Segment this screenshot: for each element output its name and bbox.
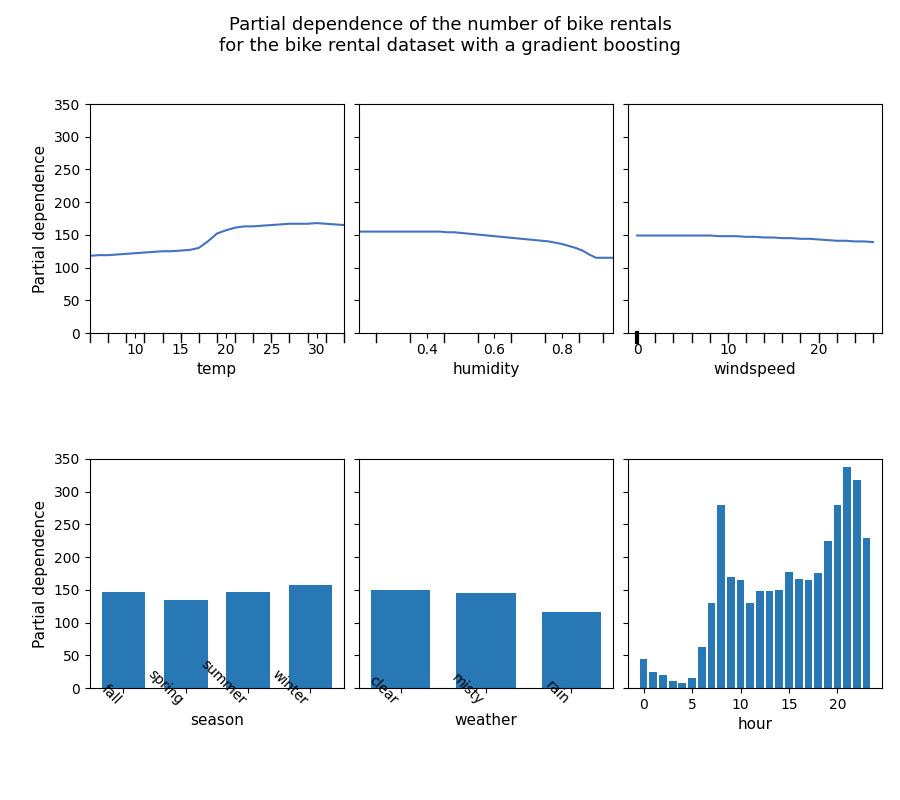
Bar [814, 574, 822, 688]
Bar [737, 580, 744, 688]
Bar [698, 646, 706, 688]
X-axis label: humidity: humidity [453, 362, 519, 378]
Bar [833, 505, 842, 688]
Bar [659, 675, 667, 688]
Text: Partial dependence of the number of bike rentals
for the bike rental dataset wit: Partial dependence of the number of bike… [219, 16, 681, 54]
Bar [640, 658, 647, 688]
Y-axis label: Partial dependence: Partial dependence [33, 499, 49, 647]
Bar [102, 593, 145, 688]
Y-axis label: Partial dependence: Partial dependence [33, 145, 49, 293]
Bar [669, 682, 677, 688]
Bar [650, 672, 657, 688]
Bar [542, 612, 601, 688]
Bar [863, 538, 870, 688]
Bar [746, 603, 754, 688]
Bar [371, 590, 430, 688]
Bar [717, 505, 725, 688]
Bar [795, 579, 803, 688]
X-axis label: windspeed: windspeed [714, 362, 796, 378]
X-axis label: hour: hour [738, 718, 772, 732]
Bar [756, 591, 764, 688]
Bar [289, 586, 332, 688]
Bar [679, 683, 686, 688]
Bar [853, 480, 860, 688]
Bar [766, 591, 773, 688]
Bar [226, 593, 270, 688]
Bar [824, 541, 832, 688]
X-axis label: weather: weather [454, 713, 518, 728]
Bar [164, 600, 208, 688]
Bar [727, 577, 734, 688]
Bar [688, 678, 696, 688]
X-axis label: season: season [190, 713, 244, 728]
Bar [805, 580, 813, 688]
Bar [843, 467, 851, 688]
X-axis label: temp: temp [197, 362, 237, 378]
Bar [776, 590, 783, 688]
Bar [707, 603, 716, 688]
Bar [456, 593, 516, 688]
Bar [785, 572, 793, 688]
